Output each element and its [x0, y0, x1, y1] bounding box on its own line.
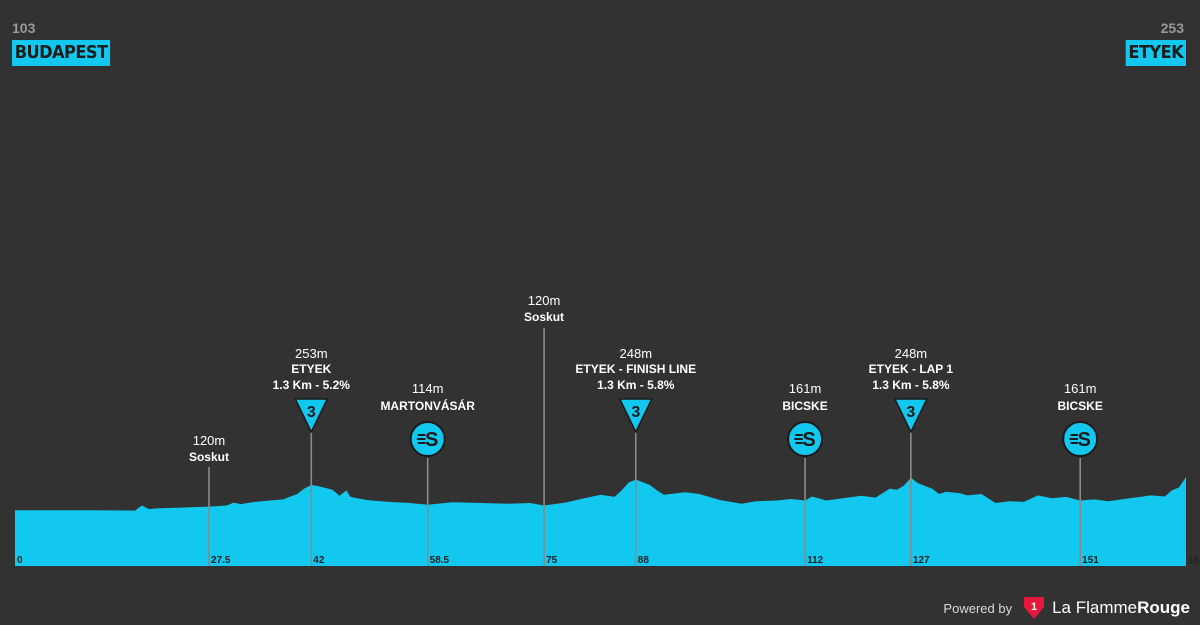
sprint-letter: S [802, 429, 815, 451]
waypoint-sprint: S 161m BICSKE [782, 381, 828, 566]
elevation-area [15, 477, 1186, 566]
sprint-letter: S [1078, 429, 1091, 451]
brand-name: La FlammeRouge [1052, 598, 1190, 618]
start-altitude: 103 [12, 20, 36, 36]
waypoint-name: Soskut [524, 310, 564, 324]
climb-category-icon [294, 398, 329, 433]
sprint-speed-lines [416, 434, 426, 444]
sprint-icon [787, 421, 824, 457]
waypoint-altitude: 120m [528, 293, 561, 308]
sprint-speed-lines [794, 434, 804, 444]
waypoint-altitude: 161m [789, 381, 822, 396]
waypoint-altitude: 248m [620, 346, 653, 361]
km-tick-label: 0 [17, 555, 23, 566]
km-tick-label: 88 [638, 555, 650, 566]
powered-by-label: Powered by [943, 600, 1013, 616]
svg-text:1: 1 [1031, 601, 1037, 613]
brand-name-light: La Flamme [1052, 598, 1138, 617]
climb-category-number: 3 [631, 404, 640, 421]
climb-detail: 1.3 Km - 5.8% [597, 378, 675, 392]
climb-category-number: 3 [307, 404, 316, 421]
km-tick-label: 75 [546, 555, 558, 566]
waypoint-altitude: 253m [295, 346, 328, 361]
climb-category-number: 3 [906, 404, 915, 421]
start-town: BUDAPEST [12, 40, 111, 66]
km-tick-label: 27.5 [211, 555, 231, 566]
waypoint-name: MARTONVÁSÁR [380, 398, 475, 413]
waypoint-sprint: S 161m BICSKE [1058, 381, 1103, 566]
km-tick-label: 151 [1082, 555, 1099, 566]
flamme-rouge-logo-icon: 1 [1024, 597, 1045, 619]
brand-name-bold: Rouge [1137, 598, 1190, 617]
climb-detail: 1.3 Km - 5.2% [273, 378, 351, 392]
waypoint-point: 120m Soskut [524, 293, 564, 566]
km-tick-label: 166 [1188, 555, 1200, 566]
km-tick-label: 42 [313, 555, 325, 566]
climb-category-icon [619, 398, 653, 433]
footer: Powered by 1 La FlammeRouge [943, 596, 1190, 620]
climb-detail: 1.3 Km - 5.8% [872, 378, 950, 392]
sprint-icon [1062, 421, 1099, 457]
waypoint-name: ETYEK - LAP 1 [869, 362, 954, 376]
sprint-icon [409, 421, 446, 457]
finish-altitude: 253 [1160, 20, 1184, 36]
waypoint-name: BICSKE [1058, 399, 1103, 413]
km-tick-label: 112 [807, 555, 824, 566]
waypoint-altitude: 248m [895, 346, 928, 361]
waypoint-name: ETYEK [291, 362, 331, 376]
finish-town: ETYEK [1125, 40, 1186, 66]
sprint-speed-lines [1069, 434, 1079, 444]
waypoint-point: 120m Soskut [189, 433, 229, 566]
waypoint-name: ETYEK - FINISH LINE [575, 362, 696, 376]
waypoint-name: Soskut [189, 450, 229, 464]
sprint-letter: S [425, 429, 438, 451]
km-tick-label: 127 [913, 555, 930, 566]
climb-category-icon [894, 398, 928, 433]
waypoint-altitude: 161m [1064, 381, 1097, 396]
waypoint-altitude: 114m [412, 381, 444, 396]
waypoint-name: BICSKE [782, 399, 827, 413]
km-tick-label: 58.5 [430, 555, 450, 566]
waypoint-sprint: S 114m MARTONVÁSÁR [380, 381, 475, 566]
waypoint-altitude: 120m [193, 433, 226, 448]
